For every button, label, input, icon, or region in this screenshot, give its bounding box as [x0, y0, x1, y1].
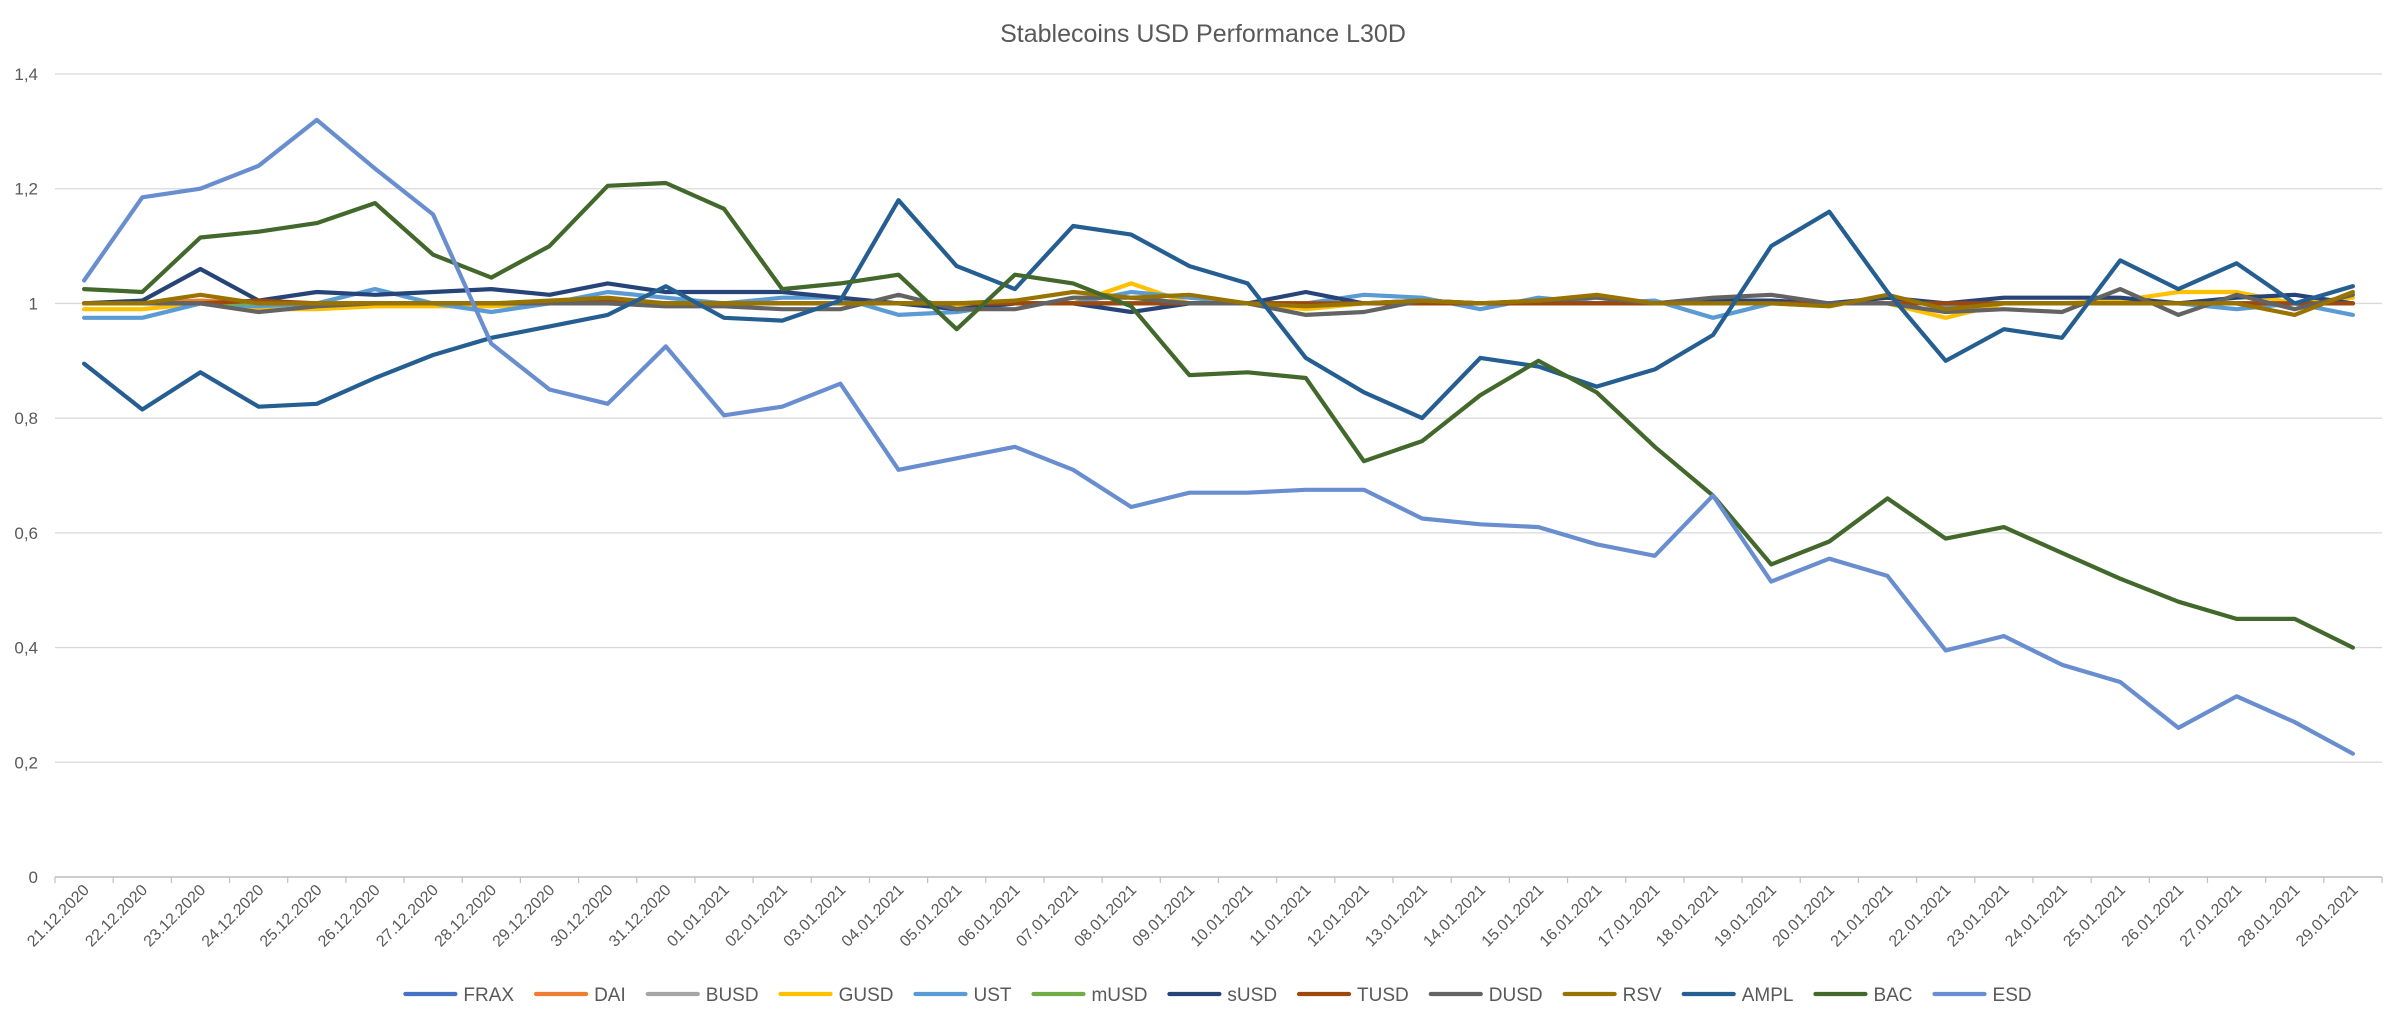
legend-label: GUSD — [839, 985, 894, 1006]
series-line-ampl — [81, 198, 2355, 421]
y-tick-label: 0,6 — [14, 524, 38, 543]
legend-label: mUSD — [1091, 985, 1147, 1006]
series-lines — [81, 117, 2355, 756]
series-line-bac — [81, 180, 2355, 650]
y-tick-label: 1 — [29, 294, 38, 313]
legend-label: sUSD — [1227, 985, 1277, 1006]
y-tick-label: 1,2 — [14, 180, 38, 199]
legend: FRAX DAI BUSD GUSD UST mUSD sUSD TUSD DUSD RSV AMP… — [403, 985, 2032, 1006]
legend-label: RSV — [1623, 985, 1662, 1006]
chart-title: Stablecoins USD Performance L30D — [1000, 20, 1406, 48]
y-tick-label: 0,2 — [14, 753, 38, 772]
legend-label: ESD — [1993, 985, 2032, 1006]
legend-label: AMPL — [1742, 985, 1794, 1006]
y-tick-label: 1,4 — [14, 65, 38, 84]
legend-label: FRAX — [463, 985, 514, 1006]
y-tick-label: 0 — [29, 868, 38, 887]
legend-label: BAC — [1873, 985, 1912, 1006]
legend-label: DUSD — [1489, 985, 1543, 1006]
y-tick-label: 0,8 — [14, 409, 38, 428]
legend-label: DAI — [594, 985, 626, 1006]
series-line-esd — [81, 117, 2355, 756]
y-tick-label: 0,4 — [14, 639, 38, 658]
series-line-rsv — [81, 289, 2355, 317]
legend-label: TUSD — [1357, 985, 1409, 1006]
legend-label: BUSD — [706, 985, 759, 1006]
legend-label: UST — [973, 985, 1011, 1006]
